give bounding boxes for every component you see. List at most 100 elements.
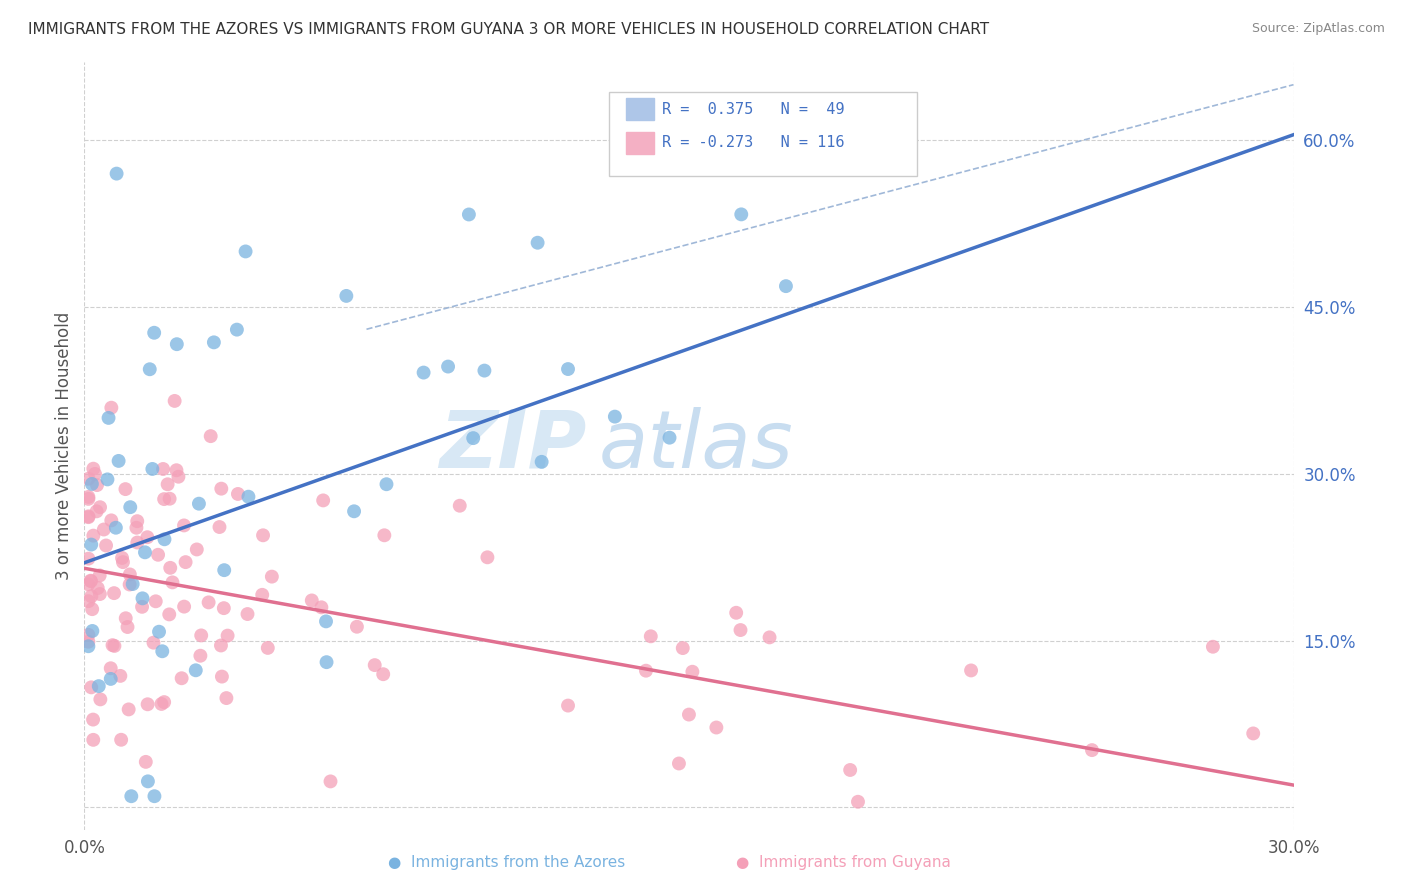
Point [190,648,212,663]
Point [672,641,695,656]
Point [477,550,499,565]
Point [235,244,257,259]
Point [603,409,626,424]
Point [77,577,100,591]
Point [143,789,166,804]
Point [200,429,222,443]
Point [136,698,159,712]
Point [252,528,274,542]
Point [79,574,101,588]
Point [437,359,460,374]
Point [758,631,780,645]
Point [775,279,797,293]
Point [730,207,752,221]
Point [557,698,579,713]
Point [159,561,181,575]
Point [86,504,108,518]
Point [634,664,657,678]
Point [77,509,100,524]
Point [301,593,323,607]
Point [173,599,195,614]
Point [82,461,104,475]
Point [118,567,141,582]
Point [82,528,104,542]
Point [80,477,103,491]
Point [80,538,103,552]
Point [373,528,395,542]
Point [100,401,122,415]
Point [135,755,157,769]
Point [211,670,233,684]
Point [375,477,398,491]
Point [136,774,159,789]
Point [226,487,249,501]
Point [86,478,108,492]
Point [412,366,434,380]
Point [104,521,127,535]
Point [311,600,333,615]
Point [134,545,156,559]
Point [706,721,728,735]
Point [101,638,124,652]
Point [82,713,104,727]
Point [77,510,100,524]
Point [335,289,357,303]
Point [89,500,111,515]
Point [150,644,173,658]
Point [87,679,110,693]
Point [260,569,283,583]
Text: atlas: atlas [599,407,793,485]
Point [1241,726,1264,740]
Point [89,587,111,601]
Point [145,594,167,608]
Point [162,575,184,590]
Point [77,639,100,653]
Point [153,695,176,709]
Point [678,707,700,722]
Point [212,601,235,615]
Point [839,763,862,777]
Point [530,455,553,469]
Point [131,591,153,606]
Point [256,640,278,655]
Point [197,595,219,609]
Point [166,463,188,477]
Point [121,577,143,591]
Point [77,551,100,566]
Text: R = -0.273   N = 116: R = -0.273 N = 116 [662,136,845,150]
Point [156,477,179,491]
Point [174,555,197,569]
Point [127,514,149,528]
Point [97,411,120,425]
Point [120,789,142,804]
Point [89,568,111,582]
Point [346,620,368,634]
Point [217,629,239,643]
Point [157,607,180,622]
Point [238,490,260,504]
Point [103,586,125,600]
Point [87,581,110,595]
Point [146,548,169,562]
Point [184,663,207,677]
Point [730,623,752,637]
Point [100,513,122,527]
Point [148,624,170,639]
Point [212,563,235,577]
Text: Source: ZipAtlas.com: Source: ZipAtlas.com [1251,22,1385,36]
Point [236,607,259,621]
Point [163,393,186,408]
Point [457,207,479,221]
Point [208,520,231,534]
Point [127,535,149,549]
Point [526,235,548,250]
Point [117,620,139,634]
Point [225,323,247,337]
Point [173,518,195,533]
Point [77,472,100,486]
Point [82,624,104,638]
Point [166,337,188,351]
Point [80,574,103,589]
Point [110,669,132,683]
Point [557,362,579,376]
